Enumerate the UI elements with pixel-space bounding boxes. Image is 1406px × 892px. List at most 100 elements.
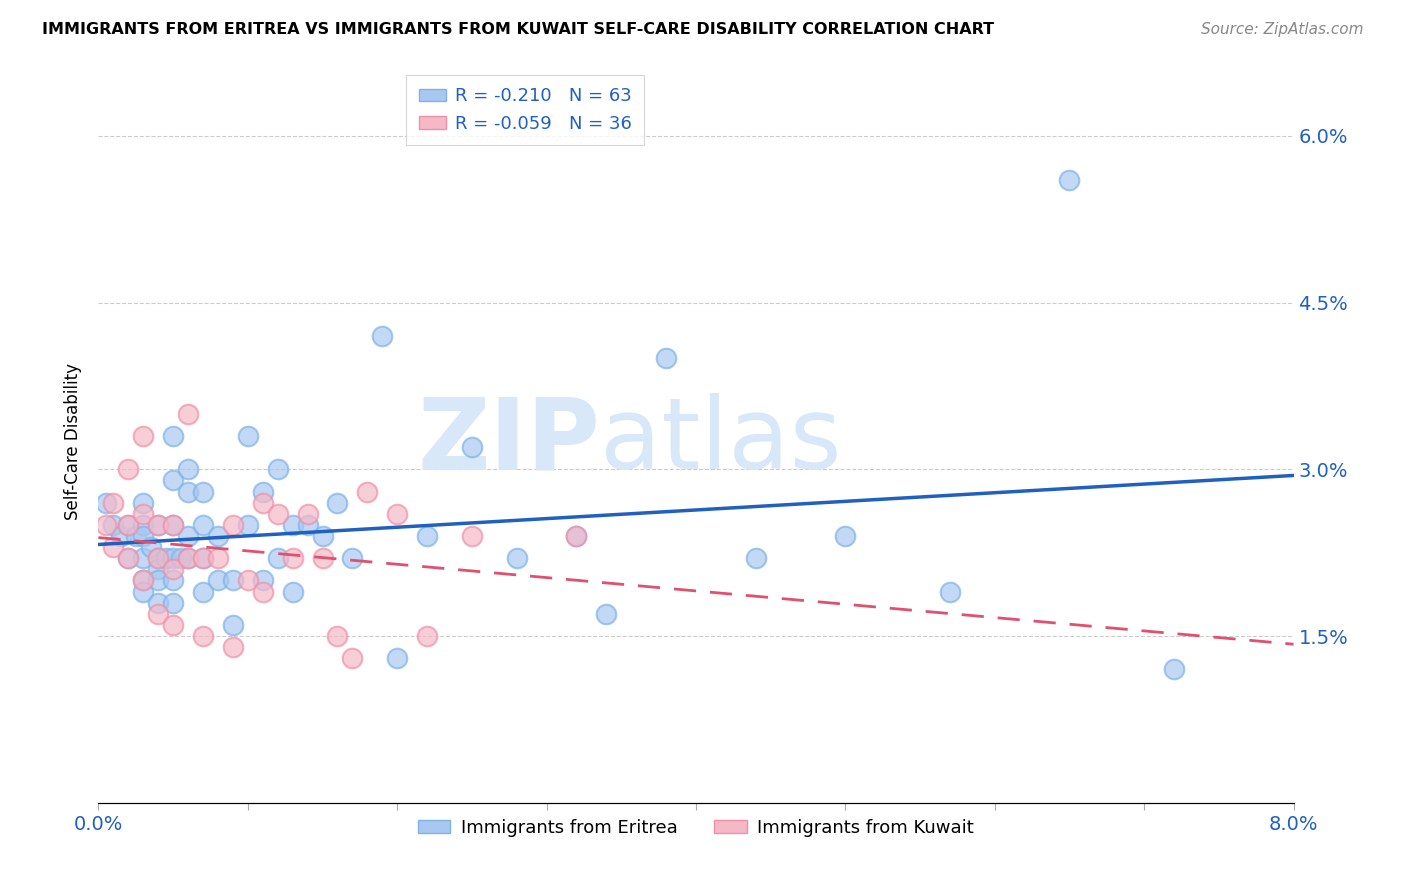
Point <box>1163 662 1185 676</box>
Point <box>117 517 139 532</box>
Point <box>356 484 378 499</box>
Point <box>191 551 214 566</box>
Point <box>162 574 184 588</box>
Point <box>162 562 184 576</box>
Point <box>236 574 259 588</box>
Point <box>110 529 132 543</box>
Point <box>565 529 588 543</box>
Point <box>132 551 155 566</box>
Point <box>162 517 184 532</box>
Point <box>416 529 439 543</box>
Point <box>236 517 259 532</box>
Point <box>117 462 139 476</box>
Text: IMMIGRANTS FROM ERITREA VS IMMIGRANTS FROM KUWAIT SELF-CARE DISABILITY CORRELATI: IMMIGRANTS FROM ERITREA VS IMMIGRANTS FR… <box>42 22 994 37</box>
Point <box>191 484 214 499</box>
Point <box>326 496 349 510</box>
Point <box>297 507 319 521</box>
Point <box>162 517 184 532</box>
Point <box>132 517 155 532</box>
Point <box>565 529 588 543</box>
Point <box>132 507 155 521</box>
Point <box>385 651 409 665</box>
Point <box>148 607 170 621</box>
Point <box>191 517 214 532</box>
Point <box>311 551 333 566</box>
Point <box>148 596 170 610</box>
Point <box>252 574 274 588</box>
Point <box>162 429 184 443</box>
Text: Source: ZipAtlas.com: Source: ZipAtlas.com <box>1201 22 1364 37</box>
Point <box>416 629 439 643</box>
Point <box>222 640 245 655</box>
Point <box>267 462 290 476</box>
Point <box>177 529 200 543</box>
Y-axis label: Self-Care Disability: Self-Care Disability <box>65 363 83 520</box>
Point <box>132 584 155 599</box>
Point <box>191 584 214 599</box>
Point <box>162 618 184 632</box>
Point <box>939 584 962 599</box>
Point <box>162 474 184 488</box>
Point <box>155 551 177 566</box>
Point <box>326 629 349 643</box>
Point <box>125 529 148 543</box>
Point <box>132 529 155 543</box>
Point <box>148 574 170 588</box>
Point <box>281 551 304 566</box>
Point <box>267 551 290 566</box>
Point <box>342 651 364 665</box>
Point <box>207 529 229 543</box>
Point <box>139 540 162 554</box>
Point <box>385 507 409 521</box>
Point <box>103 517 125 532</box>
Point <box>461 529 484 543</box>
Point <box>191 551 214 566</box>
Point <box>177 551 200 566</box>
Point <box>103 496 125 510</box>
Point <box>506 551 529 566</box>
Point <box>236 429 259 443</box>
Point <box>103 540 125 554</box>
Point <box>311 529 333 543</box>
Point <box>94 496 117 510</box>
Point <box>132 496 155 510</box>
Point <box>117 551 139 566</box>
Point <box>132 429 155 443</box>
Point <box>252 584 274 599</box>
Point <box>297 517 319 532</box>
Point <box>148 562 170 576</box>
Point <box>281 517 304 532</box>
Point <box>834 529 856 543</box>
Point <box>745 551 768 566</box>
Point <box>148 551 170 566</box>
Point <box>252 484 274 499</box>
Point <box>655 351 678 366</box>
Point <box>177 484 200 499</box>
Point <box>222 618 245 632</box>
Point <box>94 517 117 532</box>
Point <box>148 517 170 532</box>
Text: atlas: atlas <box>600 393 842 490</box>
Point <box>222 574 245 588</box>
Point <box>222 517 245 532</box>
Point <box>117 517 139 532</box>
Point <box>177 551 200 566</box>
Point <box>207 574 229 588</box>
Point <box>148 551 170 566</box>
Point <box>207 551 229 566</box>
Point <box>162 551 184 566</box>
Point <box>1059 173 1081 187</box>
Point <box>371 329 394 343</box>
Point <box>117 551 139 566</box>
Point <box>595 607 617 621</box>
Point <box>191 629 214 643</box>
Point <box>342 551 364 566</box>
Point <box>177 462 200 476</box>
Point <box>252 496 274 510</box>
Point <box>132 574 155 588</box>
Point <box>281 584 304 599</box>
Legend: Immigrants from Eritrea, Immigrants from Kuwait: Immigrants from Eritrea, Immigrants from… <box>411 812 981 845</box>
Point <box>177 407 200 421</box>
Point <box>461 440 484 454</box>
Point <box>162 596 184 610</box>
